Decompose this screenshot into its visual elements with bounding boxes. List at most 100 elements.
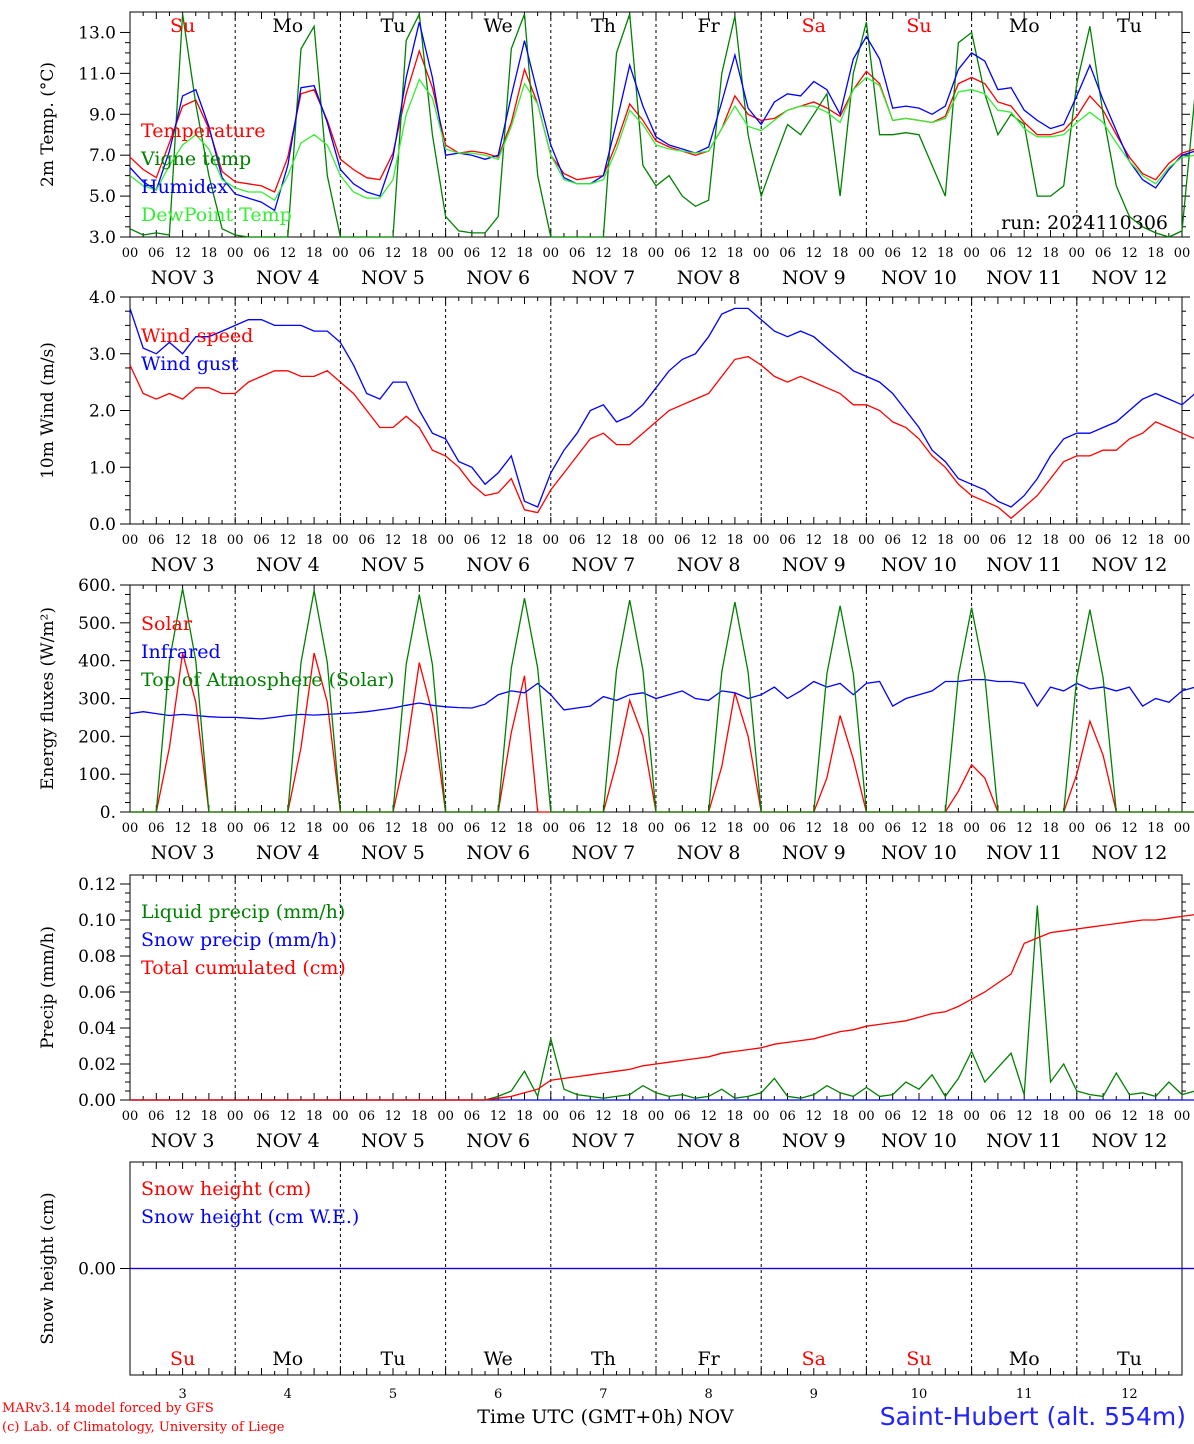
y-tick-label: 0.00: [78, 1091, 116, 1111]
hour-tick-label: 00: [963, 821, 980, 836]
hour-tick-label: 18: [937, 1109, 954, 1124]
legend-entry: Solar: [141, 613, 193, 635]
date-label: NOV 10: [881, 1130, 957, 1152]
y-axis-label: 10m Wind (m/s): [38, 342, 58, 479]
y-tick-label: 4.0: [89, 288, 116, 308]
weekday-label: Sa: [802, 1348, 826, 1370]
hour-tick-label: 12: [911, 246, 928, 261]
y-tick-label: 2.0: [89, 402, 116, 422]
hour-tick-label: 18: [937, 821, 954, 836]
bottom-day-number: 7: [599, 1387, 607, 1402]
hour-tick-label: 18: [1147, 246, 1164, 261]
date-label: NOV 11: [986, 1130, 1062, 1152]
weekday-label: Tu: [381, 1348, 406, 1370]
hour-tick-label: 00: [543, 821, 560, 836]
hour-tick-label: 12: [700, 1109, 717, 1124]
hour-tick-label: 00: [437, 1109, 454, 1124]
hour-tick-label: 12: [385, 246, 402, 261]
legend-entry: Total cumulated (cm): [141, 957, 346, 979]
date-label: NOV 10: [881, 842, 957, 864]
date-label: NOV 4: [256, 1130, 320, 1152]
hour-tick-label: 00: [1174, 246, 1191, 261]
hour-tick-label: 06: [1095, 1109, 1112, 1124]
hour-tick-label: 00: [122, 246, 139, 261]
hour-tick-label: 06: [253, 246, 270, 261]
hour-tick-label: 00: [753, 821, 770, 836]
hour-tick-label: 06: [358, 533, 375, 548]
hour-tick-label: 00: [1069, 1109, 1086, 1124]
date-label: NOV 8: [677, 1130, 741, 1152]
x-axis-month: NOV: [688, 1406, 734, 1428]
hour-tick-label: 12: [385, 1109, 402, 1124]
hour-tick-label: 06: [674, 821, 691, 836]
date-label: NOV 5: [361, 554, 425, 576]
date-label: NOV 6: [466, 842, 530, 864]
hour-tick-label: 18: [411, 1109, 428, 1124]
hour-tick-label: 12: [174, 246, 191, 261]
hour-tick-label: 12: [700, 821, 717, 836]
y-tick-label: 0.0: [89, 515, 116, 535]
hour-tick-label: 00: [858, 821, 875, 836]
model-credit: MARv3.14 model forced by GFS: [2, 1401, 214, 1416]
hour-tick-label: 06: [464, 533, 481, 548]
date-label: NOV 12: [1091, 554, 1167, 576]
hour-tick-label: 06: [1095, 821, 1112, 836]
hour-tick-label: 12: [806, 246, 823, 261]
hour-tick-label: 00: [122, 533, 139, 548]
y-tick-label: 0.04: [78, 1019, 116, 1039]
hour-tick-label: 18: [201, 533, 218, 548]
hour-tick-label: 06: [1095, 533, 1112, 548]
date-label: NOV 7: [572, 842, 636, 864]
date-label: NOV 12: [1091, 267, 1167, 289]
hour-tick-label: 00: [1069, 246, 1086, 261]
hour-tick-label: 18: [832, 1109, 849, 1124]
hour-tick-label: 18: [516, 533, 533, 548]
hour-tick-label: 18: [306, 821, 323, 836]
legend-entry: Liquid precip (mm/h): [141, 901, 345, 923]
hour-tick-label: 12: [1016, 821, 1033, 836]
hour-tick-label: 12: [911, 1109, 928, 1124]
hour-tick-label: 00: [227, 533, 244, 548]
date-label: NOV 6: [466, 1130, 530, 1152]
hour-tick-label: 06: [674, 1109, 691, 1124]
hour-tick-label: 18: [1147, 1109, 1164, 1124]
y-axis-label: Precip (mm/h): [38, 926, 58, 1049]
y-tick-label: 0.06: [78, 983, 116, 1003]
date-label: NOV 10: [881, 554, 957, 576]
weekday-label: Su: [906, 1348, 931, 1370]
hour-tick-label: 06: [884, 821, 901, 836]
date-label: NOV 9: [782, 554, 846, 576]
weekday-label: Th: [591, 15, 616, 37]
legend-entry: Wind gust: [141, 353, 239, 375]
date-label: NOV 3: [151, 842, 215, 864]
date-label: NOV 11: [986, 554, 1062, 576]
series-line-dewpoint-temp: [129, 76, 1194, 202]
hour-tick-label: 00: [648, 821, 665, 836]
hour-tick-label: 18: [411, 246, 428, 261]
y-tick-label: 0.08: [78, 947, 116, 967]
hour-tick-label: 00: [858, 533, 875, 548]
y-tick-label: 600.: [78, 576, 116, 596]
hour-tick-label: 18: [1147, 533, 1164, 548]
hour-tick-label: 00: [437, 533, 454, 548]
date-label: NOV 8: [677, 842, 741, 864]
date-label: NOV 12: [1091, 842, 1167, 864]
legend-entry: Temperature: [141, 120, 265, 142]
y-tick-label: 3.0: [89, 345, 116, 365]
date-label: NOV 4: [256, 842, 320, 864]
hour-tick-label: 06: [148, 533, 165, 548]
hour-tick-label: 12: [385, 821, 402, 836]
legend-entry: Vigne temp: [140, 148, 251, 170]
hour-tick-label: 18: [727, 246, 744, 261]
y-tick-label: 5.0: [89, 187, 116, 207]
hour-tick-label: 18: [306, 1109, 323, 1124]
hour-tick-label: 06: [464, 246, 481, 261]
hour-tick-label: 00: [1174, 821, 1191, 836]
hour-tick-label: 18: [1042, 1109, 1059, 1124]
weekday-label: Su: [170, 15, 195, 37]
hour-tick-label: 00: [437, 821, 454, 836]
hour-tick-label: 06: [990, 533, 1007, 548]
date-label: NOV 10: [881, 267, 957, 289]
y-axis-label: Energy fluxes (W/m²): [38, 607, 58, 790]
hour-tick-label: 18: [832, 246, 849, 261]
